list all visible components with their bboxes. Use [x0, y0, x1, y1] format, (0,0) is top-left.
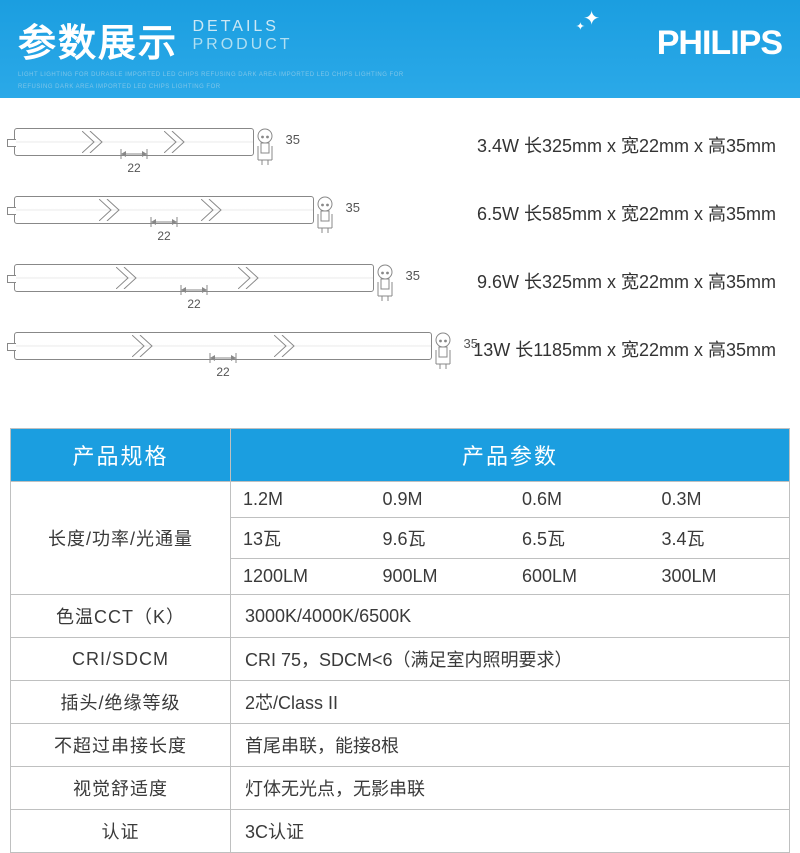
tube-body: 22: [14, 264, 374, 292]
diagram-row: 22 35 13W 长1185mm x 宽22mm x 高35mm: [14, 332, 786, 388]
dim-width-arrows: 22: [15, 214, 313, 243]
table-row: 视觉舒适度 灯体无光点，无影串联: [11, 767, 790, 810]
table-row: 长度/功率/光通量 1.2M0.9M0.6M0.3M 13瓦9.6瓦6.5瓦3.…: [11, 482, 790, 595]
diagram-spec-text: 6.5W 长585mm x 宽22mm x 高35mm: [477, 196, 786, 226]
grid-cell: 9.6瓦: [371, 517, 511, 558]
header-banner: 参数展示 DETAILS PRODUCT PHILIPS ✦ ✦ LIGHT L…: [0, 0, 800, 98]
tube-diagram: 22 35: [14, 196, 334, 236]
grid-cell: 900LM: [371, 558, 511, 594]
grid-cell: 1.2M: [231, 482, 371, 517]
dim-width-arrows: 22: [15, 282, 373, 311]
tube-body: 22: [14, 332, 432, 360]
tube-body: 22: [14, 128, 254, 156]
table-row: 不超过串接长度 首尾串联，能接8根: [11, 724, 790, 767]
dim-height-label: 35: [286, 132, 300, 147]
endcap-icon: 35: [434, 332, 452, 372]
tube-diagram: 22 35: [14, 332, 452, 372]
diagram-row: 22 35 3.4W 长325mm x 宽22mm x 高35mm: [14, 128, 786, 184]
row-label: 认证: [11, 810, 231, 853]
row-value: 灯体无光点，无影串联: [231, 767, 790, 810]
row-label: CRI/SDCM: [11, 638, 231, 681]
diagram-spec-text: 3.4W 长325mm x 宽22mm x 高35mm: [477, 128, 786, 158]
dim-width-arrows: 22: [15, 146, 253, 175]
row-value: 3000K/4000K/6500K: [231, 595, 790, 638]
th-param: 产品参数: [231, 429, 790, 482]
grid-cell: 0.3M: [650, 482, 790, 517]
diagram-spec-text: 9.6W 长325mm x 宽22mm x 高35mm: [477, 264, 786, 294]
row-value: CRI 75，SDCM<6（满足室内照明要求）: [231, 638, 790, 681]
diagram-spec-text: 13W 长1185mm x 宽22mm x 高35mm: [473, 332, 786, 362]
header-title-en: DETAILS PRODUCT: [192, 18, 292, 54]
table-header-row: 产品规格 产品参数: [11, 429, 790, 482]
header-fineprint-2: REFUSING DARK AREA IMPORTED LED CHIPS LI…: [18, 83, 782, 91]
endcap-icon: 35: [256, 128, 274, 168]
dim-width-label: 22: [216, 365, 229, 379]
table-row: CRI/SDCM CRI 75，SDCM<6（满足室内照明要求）: [11, 638, 790, 681]
row-value: 2芯/Class II: [231, 681, 790, 724]
grid-cell: 6.5瓦: [510, 517, 650, 558]
header-en-line2: PRODUCT: [192, 36, 292, 54]
header-en-line1: DETAILS: [192, 18, 292, 36]
row-value: 首尾串联，能接8根: [231, 724, 790, 767]
th-spec: 产品规格: [11, 429, 231, 482]
row-value: 3C认证: [231, 810, 790, 853]
grid-cell: 1200LM: [231, 558, 371, 594]
row-label: 色温CCT（K）: [11, 595, 231, 638]
sparkle-icon: ✦: [583, 6, 600, 31]
brand-logo: PHILIPS: [657, 24, 782, 63]
sparkle-icon-small: ✦: [576, 20, 585, 33]
dim-width-label: 22: [187, 297, 200, 311]
tube-body: 22: [14, 196, 314, 224]
table-row: 认证 3C认证: [11, 810, 790, 853]
grid-cell: 300LM: [650, 558, 790, 594]
grid-cell: 13瓦: [231, 517, 371, 558]
header-title-cn: 参数展示: [18, 12, 178, 67]
dim-height-label: 35: [346, 200, 360, 215]
table-row: 插头/绝缘等级 2芯/Class II: [11, 681, 790, 724]
diagram-row: 22 35 6.5W 长585mm x 宽22mm x 高35mm: [14, 196, 786, 252]
table-row: 色温CCT（K） 3000K/4000K/6500K: [11, 595, 790, 638]
dim-height-label: 35: [464, 336, 478, 351]
diagram-area: 22 35 3.4W 长325mm x 宽22mm x 高35mm: [0, 98, 800, 410]
header-fineprint-1: LIGHT LIGHTING FOR DURABLE IMPORTED LED …: [18, 71, 782, 79]
dim-width-arrows: 22: [15, 350, 431, 379]
grid-cell: 3.4瓦: [650, 517, 790, 558]
dim-width-label: 22: [157, 229, 170, 243]
row-label: 插头/绝缘等级: [11, 681, 231, 724]
endcap-icon: 35: [316, 196, 334, 236]
grid-cell: 0.9M: [371, 482, 511, 517]
spec-table: 产品规格 产品参数 长度/功率/光通量 1.2M0.9M0.6M0.3M 13瓦…: [10, 428, 790, 853]
grid-cell: 600LM: [510, 558, 650, 594]
endcap-icon: 35: [376, 264, 394, 304]
tube-diagram: 22 35: [14, 264, 394, 304]
diagram-row: 22 35 9.6W 长325mm x 宽22mm x 高35mm: [14, 264, 786, 320]
grid-cell: 0.6M: [510, 482, 650, 517]
row-label: 不超过串接长度: [11, 724, 231, 767]
row-value-grid: 1.2M0.9M0.6M0.3M 13瓦9.6瓦6.5瓦3.4瓦 1200LM9…: [231, 482, 790, 595]
dim-width-label: 22: [127, 161, 140, 175]
row-label: 长度/功率/光通量: [11, 482, 231, 595]
row-label: 视觉舒适度: [11, 767, 231, 810]
tube-diagram: 22 35: [14, 128, 274, 168]
dim-height-label: 35: [406, 268, 420, 283]
